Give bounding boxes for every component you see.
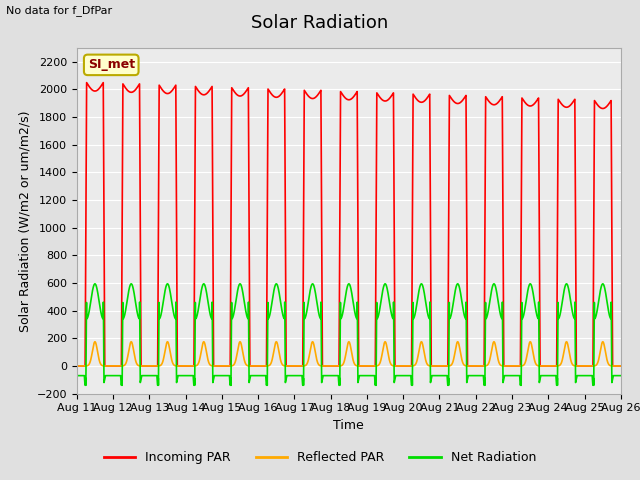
Incoming PAR [616, 363, 624, 369]
Net Radiation [502, 373, 509, 379]
Incoming PAR [441, 363, 449, 369]
Incoming PAR [171, 84, 179, 90]
Net Radiation [82, 383, 90, 388]
Reflected PAR [502, 363, 509, 369]
Net Radiation [91, 281, 99, 287]
Legend: Incoming PAR, Reflected PAR, Net Radiation: Incoming PAR, Reflected PAR, Net Radiati… [99, 446, 541, 469]
X-axis label: Time: Time [333, 419, 364, 432]
Net Radiation [616, 373, 624, 379]
Text: No data for f_DfPar: No data for f_DfPar [6, 5, 113, 16]
Text: Solar Radiation: Solar Radiation [252, 14, 388, 33]
Line: Reflected PAR: Reflected PAR [77, 342, 621, 366]
Line: Net Radiation: Net Radiation [77, 284, 621, 385]
Incoming PAR [83, 80, 90, 85]
Net Radiation [73, 373, 81, 379]
Net Radiation [329, 373, 337, 379]
Reflected PAR [617, 363, 625, 369]
Y-axis label: Solar Radiation (W/m2 or um/m2/s): Solar Radiation (W/m2 or um/m2/s) [18, 110, 31, 332]
Reflected PAR [329, 363, 337, 369]
Incoming PAR [471, 363, 479, 369]
Reflected PAR [73, 363, 81, 369]
Incoming PAR [617, 363, 625, 369]
Text: SI_met: SI_met [88, 59, 135, 72]
Reflected PAR [171, 362, 179, 368]
Reflected PAR [471, 363, 479, 369]
Reflected PAR [91, 339, 99, 345]
Net Radiation [471, 373, 479, 379]
Net Radiation [617, 373, 625, 379]
Reflected PAR [616, 363, 624, 369]
Line: Incoming PAR: Incoming PAR [77, 83, 621, 366]
Incoming PAR [329, 363, 337, 369]
Reflected PAR [441, 363, 449, 369]
Incoming PAR [73, 363, 81, 369]
Net Radiation [171, 314, 179, 320]
Incoming PAR [502, 363, 509, 369]
Net Radiation [441, 373, 449, 379]
